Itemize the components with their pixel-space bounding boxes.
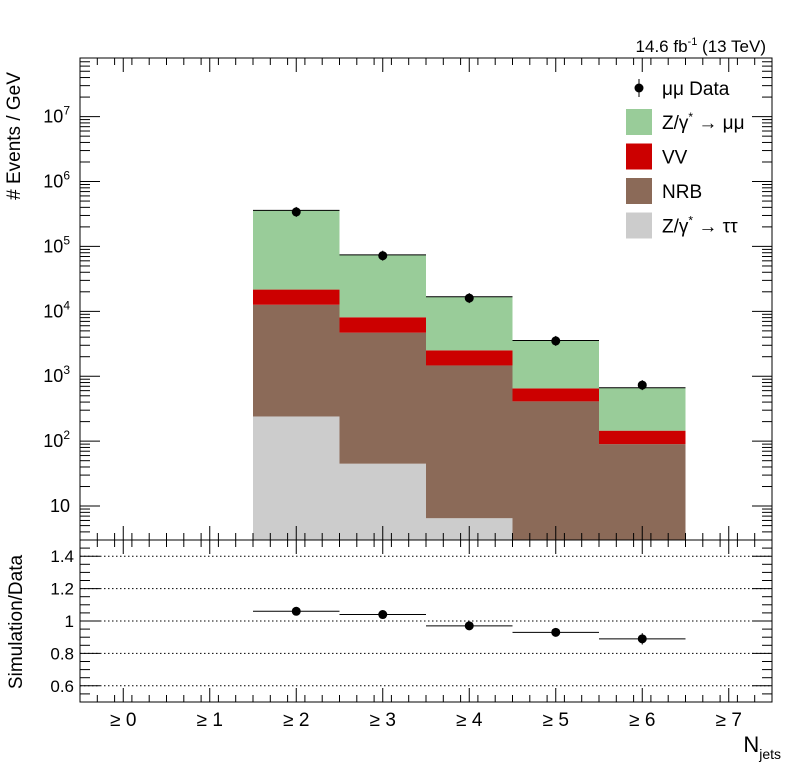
bar-z-0-bin-2 [253,416,340,540]
x-tick-label-0: ≥ 0 [110,710,136,731]
data-point-bin-6 [637,380,647,390]
legend-swatch-0 [626,109,652,135]
x-tick-label-7: ≥ 7 [716,710,742,731]
bar-nrb-1-bin-4 [426,365,513,519]
x-tick-labels: ≥ 0 ≥ 1 ≥ 2 ≥ 3 ≥ 4 ≥ 5 ≥ 6 ≥ 7 [110,710,742,731]
ratio-y-axis-label: Simulation/Data [6,555,27,690]
ratio-point-bin-2 [291,606,301,616]
data-points [291,206,647,391]
legend-label-2: NRB [662,182,702,203]
x-axis-label: Njets [743,732,781,762]
y-tick-label: 10 [50,496,70,516]
x-tick-label-1: ≥ 1 [197,710,223,731]
bar-vv-2-bin-2 [253,289,340,305]
bar-z-3-bin-4 [426,296,513,351]
y-tick-label: 105 [43,233,70,256]
x-tick-label-2: ≥ 2 [283,710,309,731]
legend-swatch-1 [626,143,652,170]
data-point-bin-5 [551,336,561,346]
y-tick-label: 104 [43,298,70,321]
y-tick-label: 107 [43,104,70,127]
data-point-bin-2 [291,207,301,217]
ratio-y-tick-label: 1.4 [50,547,74,566]
ratio-y-tick-label: 1 [65,612,74,631]
ratio-point-bin-6 [637,634,647,644]
lumi-label: 14.6 fb-1 (13 TeV) [636,36,766,56]
legend-label-data: μμ Data [662,79,730,100]
bar-nrb-1-bin-3 [339,332,426,464]
main-plot: 10 102 103 104 105 106 107 μμ Data Z/γ* → μμ VV N… [4,36,773,541]
bar-vv-2-bin-4 [426,350,513,366]
main-y-axis-label: # Events / GeV [4,72,25,200]
ratio-point-bin-5 [551,627,561,637]
data-point-bin-3 [378,251,388,261]
legend-label-1: VV [662,148,688,169]
main-y-ticks: 10 102 103 104 105 106 107 [43,57,772,541]
y-tick-label: 103 [43,363,70,386]
ratio-y-ticks: 0.6 0.8 1 1.2 1.4 [50,539,772,703]
legend-label-0: Z/γ* → μμ [662,110,745,134]
bar-vv-2-bin-6 [599,430,686,445]
legend-swatch-3 [626,212,652,239]
bar-z-3-bin-5 [512,340,599,389]
legend-data-marker [634,83,644,93]
ratio-y-tick-label: 0.6 [50,677,74,696]
ratio-y-tick-label: 0.8 [50,644,74,663]
bar-nrb-1-bin-6 [599,444,686,540]
bar-z-3-bin-6 [599,387,686,431]
legend: μμ Data Z/γ* → μμ VV NRB Z/γ* → ττ [626,79,745,239]
ratio-point-bin-3 [378,610,388,620]
y-tick-label: 102 [43,428,70,451]
x-tick-label-4: ≥ 4 [456,710,483,731]
legend-swatch-2 [626,178,652,204]
ratio-plot: 0.6 0.8 1 1.2 1.4 ≥ 0 ≥ 1 ≥ 2 ≥ 3 ≥ 4 ≥ 5 ≥ 6 ≥ 7 S… [6,539,781,762]
ratio-point-bin-4 [464,621,474,631]
x-tick-label-5: ≥ 5 [543,710,569,731]
y-tick-label: 106 [43,169,70,192]
bar-z-3-bin-3 [339,254,426,318]
ratio-points [253,606,686,645]
data-point-bin-4 [464,293,474,303]
stacked-bars [253,210,686,540]
ratio-x-ticks [79,540,756,702]
bar-nrb-1-bin-2 [253,304,340,417]
bar-vv-2-bin-3 [339,317,426,333]
x-tick-label-3: ≥ 3 [370,710,396,731]
ratio-gridlines [80,555,772,687]
bar-vv-2-bin-5 [512,388,599,402]
bar-nrb-1-bin-5 [512,401,599,540]
main-x-ticks [79,58,756,540]
legend-label-3: Z/γ* → ττ [662,214,738,238]
bar-z-3-bin-2 [253,210,340,290]
ratio-y-tick-label: 1.2 [50,580,74,599]
x-tick-label-6: ≥ 6 [629,710,655,731]
